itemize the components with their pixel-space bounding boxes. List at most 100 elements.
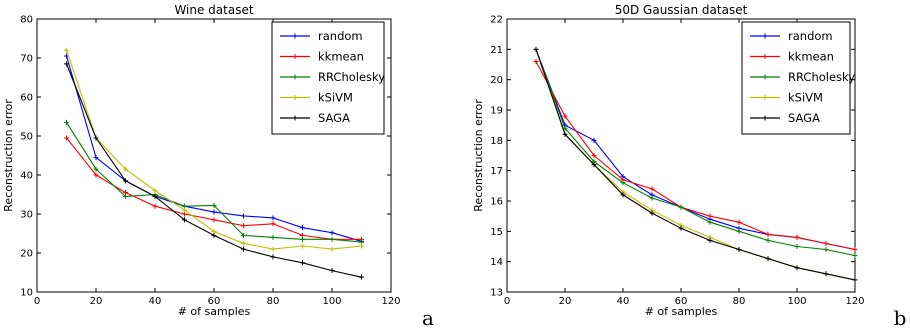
x-tick-label: 0 <box>34 296 40 307</box>
data-point <box>241 213 246 219</box>
x-tick-label: 40 <box>617 296 630 307</box>
data-point <box>329 246 335 252</box>
data-point <box>93 154 99 160</box>
data-point <box>182 207 187 213</box>
legend-entry: kkmean <box>788 50 834 64</box>
y-tick-label: 10 <box>20 288 33 299</box>
data-point <box>591 153 597 158</box>
legend-entry: RRCholesky <box>788 70 855 84</box>
legend: random kkmean RRCholesky kSiVM SAGA <box>271 21 385 135</box>
data-point <box>359 243 364 249</box>
data-point <box>241 246 246 252</box>
data-point <box>765 237 771 243</box>
data-point <box>152 203 158 209</box>
data-point <box>736 247 742 253</box>
legend-marker <box>292 115 298 121</box>
data-point <box>591 162 597 168</box>
y-tick-label: 40 <box>20 171 33 182</box>
legend-box <box>271 21 385 135</box>
data-point <box>794 265 800 271</box>
data-point <box>211 217 217 223</box>
y-tick-label: 19 <box>490 106 503 117</box>
legend-marker <box>762 74 768 80</box>
data-point <box>678 225 684 231</box>
legend-entry: kSiVM <box>318 91 353 105</box>
legend-entry: kSiVM <box>788 91 823 105</box>
data-point <box>533 46 539 52</box>
data-point <box>852 277 858 283</box>
y-tick-label: 22 <box>490 15 503 26</box>
y-tick-label: 80 <box>20 15 33 26</box>
data-point <box>64 61 69 67</box>
legend-marker <box>292 74 298 80</box>
data-point <box>794 244 800 249</box>
x-tick-label: 20 <box>559 296 572 307</box>
legend-entry: SAGA <box>788 111 820 125</box>
x-axis-label: # of samples <box>178 305 251 318</box>
data-point <box>64 119 69 125</box>
data-point <box>649 186 655 192</box>
y-axis-label: Reconstruction error <box>2 99 15 212</box>
legend: random kkmean RRCholesky kSiVM SAGA <box>741 21 855 135</box>
data-point <box>533 58 539 64</box>
data-point <box>211 232 217 238</box>
data-point <box>678 204 684 210</box>
data-point <box>93 166 99 172</box>
data-point <box>93 172 99 178</box>
y-axis-label: Reconstruction error <box>472 99 485 212</box>
chart-panel-2: 0 20 40 60 80 100 120 13 14 15 16 17 18 19 20 21 22 50D G… <box>472 3 906 330</box>
data-point <box>64 47 69 53</box>
data-point <box>123 178 128 184</box>
panel-label: b <box>894 306 907 330</box>
legend-marker <box>762 54 768 59</box>
x-tick-label: 40 <box>149 296 162 307</box>
x-axis-label: # of samples <box>645 305 718 318</box>
y-tick-label: 70 <box>20 54 33 65</box>
chart-panel-1: 0 20 40 60 80 100 120 10 20 30 40 50 60 70 80 Wine data… <box>2 3 434 330</box>
y-tick-label: 15 <box>490 227 503 238</box>
chart-title: Wine dataset <box>174 3 253 17</box>
x-tick-label: 120 <box>845 296 864 307</box>
data-point <box>707 219 713 225</box>
data-point <box>64 135 69 141</box>
data-point <box>211 209 217 215</box>
legend-entry: RRCholesky <box>318 70 385 84</box>
data-point <box>620 180 626 186</box>
data-point <box>329 236 335 242</box>
legend-entry: random <box>788 29 833 43</box>
legend-entry: random <box>318 29 363 43</box>
x-tick-label: 120 <box>381 296 400 307</box>
legend-marker <box>762 95 768 100</box>
x-tick-label: 60 <box>208 296 221 307</box>
legend-box <box>741 21 851 135</box>
y-tick-label: 16 <box>490 197 503 208</box>
data-point <box>241 240 246 246</box>
data-point <box>823 247 829 253</box>
data-point <box>736 219 742 225</box>
legend-marker <box>762 115 768 121</box>
data-point <box>300 225 305 231</box>
series-line-kkmean <box>535 61 856 251</box>
data-point <box>649 195 655 201</box>
y-tick-label: 21 <box>490 45 503 56</box>
data-point <box>591 137 597 143</box>
data-point <box>794 234 800 240</box>
data-point <box>562 131 568 137</box>
series-line-RRCholesky <box>535 49 856 257</box>
data-point <box>123 166 128 172</box>
data-point <box>211 202 217 208</box>
data-point <box>300 260 305 266</box>
data-point <box>359 274 364 280</box>
x-tick-label: 20 <box>90 296 103 307</box>
data-point <box>707 213 713 219</box>
data-point <box>123 193 128 199</box>
y-tick-label: 13 <box>490 288 503 299</box>
data-point <box>823 271 829 277</box>
x-tick-label: 100 <box>322 296 341 307</box>
y-tick-label: 50 <box>20 132 33 143</box>
y-tick-label: 17 <box>490 166 503 177</box>
legend-marker <box>762 33 768 39</box>
chart-title: 50D Gaussian dataset <box>615 3 748 17</box>
panel-label: a <box>422 306 434 330</box>
data-point <box>852 247 858 253</box>
